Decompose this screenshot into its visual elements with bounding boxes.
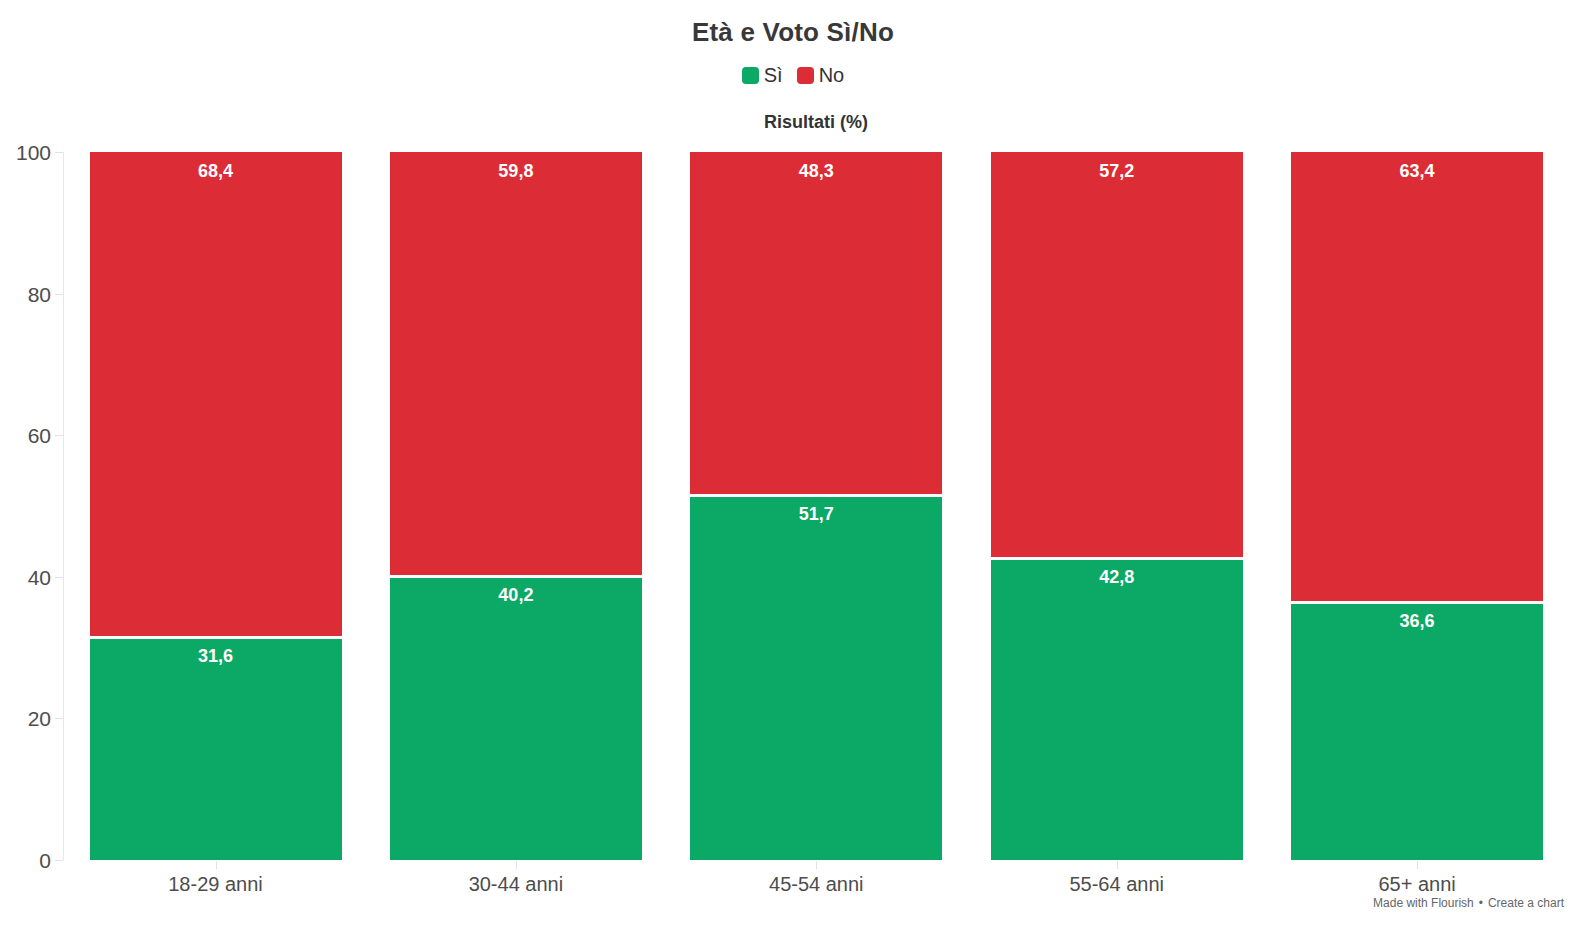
bar-segment-no[interactable]: 59,8	[390, 152, 642, 575]
bar-group: 48,3 51,7	[690, 152, 942, 860]
bar-value-label: 59,8	[390, 152, 642, 182]
made-with-flourish-link[interactable]: Made with Flourish	[1373, 896, 1474, 910]
bar-value-label: 63,4	[1291, 152, 1543, 182]
x-axis-category-label: 55-64 anni	[1069, 873, 1164, 896]
bar-group: 59,8 40,2	[390, 152, 642, 860]
x-axis-category-label: 45-54 anni	[769, 873, 864, 896]
y-axis-tick-label: 40	[1, 566, 51, 587]
bar-segment-si[interactable]: 51,7	[690, 494, 942, 860]
x-axis-category-label: 18-29 anni	[168, 873, 263, 896]
bar-segment-si[interactable]: 42,8	[991, 557, 1243, 860]
y-axis-tick-label: 100	[1, 142, 51, 163]
bar-value-label: 48,3	[690, 152, 942, 182]
create-a-chart-link[interactable]: Create a chart	[1488, 896, 1564, 910]
bar-value-label: 51,7	[690, 497, 942, 525]
x-axis-tick	[1417, 861, 1418, 869]
x-axis-tick	[816, 861, 817, 869]
bar-value-label: 57,2	[991, 152, 1243, 182]
bar-segment-no[interactable]: 68,4	[90, 152, 342, 636]
credit-separator: •	[1479, 896, 1483, 910]
y-axis-line	[63, 152, 64, 860]
y-axis-tick	[55, 294, 63, 295]
x-axis-tick	[516, 861, 517, 869]
bar-value-label: 31,6	[90, 639, 342, 667]
bar-segment-si[interactable]: 40,2	[390, 575, 642, 860]
chart-canvas: Età e Voto Sì/No SìNo Risultati (%) 0204…	[0, 0, 1586, 937]
y-axis-tick	[55, 718, 63, 719]
x-axis-tick	[1117, 861, 1118, 869]
bar-segment-si[interactable]: 31,6	[90, 636, 342, 860]
y-axis-tick-label: 0	[1, 850, 51, 871]
bar-group: 68,4 31,6	[90, 152, 342, 860]
bar-group: 63,4 36,6	[1291, 152, 1543, 860]
x-axis-tick	[216, 861, 217, 869]
bar-segment-no[interactable]: 63,4	[1291, 152, 1543, 601]
x-axis-category-label: 65+ anni	[1378, 873, 1455, 896]
bar-segment-no[interactable]: 48,3	[690, 152, 942, 494]
bar-segment-si[interactable]: 36,6	[1291, 601, 1543, 860]
y-axis-tick-label: 60	[1, 425, 51, 446]
bar-segment-no[interactable]: 57,2	[991, 152, 1243, 557]
bar-value-label: 68,4	[90, 152, 342, 182]
bar-value-label: 40,2	[390, 578, 642, 606]
y-axis-tick	[55, 152, 63, 153]
bar-value-label: 42,8	[991, 560, 1243, 588]
bar-value-label: 36,6	[1291, 604, 1543, 632]
y-axis-tick	[55, 577, 63, 578]
y-axis-tick	[55, 860, 63, 861]
y-axis-tick	[55, 435, 63, 436]
flourish-credit: Made with Flourish • Create a chart	[1373, 896, 1564, 910]
x-axis-category-label: 30-44 anni	[469, 873, 564, 896]
y-axis-tick-label: 20	[1, 708, 51, 729]
bar-group: 57,2 42,8	[991, 152, 1243, 860]
plot-area: 0 20 40 60 80 100 68,4 31,6 18-29 anni 59,8 40,2 30…	[0, 0, 1586, 937]
y-axis-tick-label: 80	[1, 283, 51, 304]
